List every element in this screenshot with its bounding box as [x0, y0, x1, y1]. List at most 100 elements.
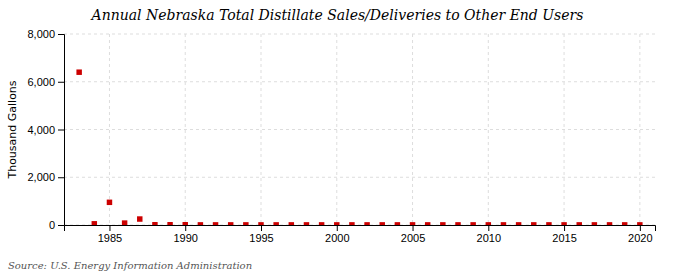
point	[486, 222, 491, 225]
point	[107, 200, 112, 205]
x-tick-mark	[185, 225, 186, 231]
point	[349, 222, 354, 225]
point	[182, 222, 187, 225]
point	[137, 216, 142, 221]
y-axis-line	[58, 35, 65, 226]
point	[607, 222, 612, 225]
grid-line-x	[639, 34, 640, 225]
x-tick-label: 2005	[401, 232, 425, 244]
grid-line-y	[64, 81, 655, 82]
points	[76, 69, 642, 225]
x-tick-label: 1995	[249, 232, 273, 244]
y-axis: 0 2,000 4,000 6,000 8,000	[27, 28, 64, 231]
grid-line-x	[412, 34, 413, 225]
x-tick-label: 1990	[173, 232, 197, 244]
x-axis-line	[65, 226, 656, 232]
x-tick-mark	[109, 225, 110, 231]
point	[213, 222, 218, 225]
x-tick-mark	[488, 225, 489, 231]
point	[440, 222, 445, 225]
x-tick-label: 1985	[98, 232, 122, 244]
point	[92, 221, 97, 225]
grid-line-y	[64, 177, 655, 178]
x-tick-label: 2015	[552, 232, 576, 244]
point	[410, 222, 415, 225]
point	[531, 222, 536, 225]
point	[364, 222, 369, 225]
y-tick-label: 4,000	[27, 124, 55, 136]
point	[243, 222, 248, 225]
grid-line-x	[488, 34, 489, 225]
point	[637, 222, 642, 225]
point	[319, 222, 324, 225]
point	[576, 222, 581, 225]
y-tick: 0	[49, 219, 64, 231]
y-tick-mark	[58, 225, 64, 226]
point	[76, 69, 81, 74]
x-tick-mark	[337, 225, 338, 231]
x-tick: 1985	[98, 225, 122, 244]
y-tick: 4,000	[27, 124, 64, 136]
grid-line-x	[261, 34, 262, 225]
point	[470, 222, 475, 225]
point	[152, 222, 157, 225]
point	[455, 222, 460, 225]
point	[561, 222, 566, 225]
x-tick-label: 2010	[477, 232, 501, 244]
x-tick-mark	[564, 225, 565, 231]
grid-line-x	[336, 34, 337, 225]
x-tick-mark	[640, 225, 641, 231]
y-tick-mark	[58, 130, 64, 131]
x-tick-label: 2020	[628, 232, 652, 244]
x-tick: 2000	[325, 225, 349, 244]
y-tick-label: 0	[49, 219, 55, 231]
grid	[64, 34, 655, 225]
point	[395, 222, 400, 225]
annotation: Source: U.S. Energy Information Administ…	[8, 260, 252, 271]
point	[273, 222, 278, 225]
chart-svg: 1985 1990 1995 2000 2005 2010 2015 2020 0 2,000 4,…	[0, 0, 675, 275]
point	[516, 222, 521, 225]
plot-area: 1985 1990 1995 2000 2005 2010 2015 2020 0 2,000 4,…	[27, 28, 655, 244]
y-tick-mark	[58, 177, 64, 178]
point	[379, 222, 384, 225]
grid-line-y	[64, 129, 655, 130]
x-tick: 2005	[401, 225, 425, 244]
x-axis: 1985 1990 1995 2000 2005 2010 2015 2020	[65, 225, 656, 244]
y-tick: 2,000	[27, 171, 64, 183]
y-tick-label: 2,000	[27, 171, 55, 183]
point	[122, 220, 127, 225]
y-tick-label: 6,000	[27, 76, 55, 88]
point	[501, 222, 506, 225]
point	[622, 222, 627, 225]
x-tick: 1990	[173, 225, 197, 244]
point	[334, 222, 339, 225]
point	[167, 222, 172, 225]
x-tick: 1995	[249, 225, 273, 244]
y-tick: 8,000	[27, 28, 64, 40]
y-tick-label: 8,000	[27, 28, 55, 40]
chart-container: 1985 1990 1995 2000 2005 2010 2015 2020 0 2,000 4,…	[0, 0, 675, 275]
y-tick-mark	[58, 82, 64, 83]
point	[546, 222, 551, 225]
y-tick: 6,000	[27, 76, 64, 88]
point	[592, 222, 597, 225]
point	[258, 222, 263, 225]
grid-line-x	[564, 34, 565, 225]
point	[198, 222, 203, 225]
x-tick-mark	[413, 225, 414, 231]
y-tick-mark	[58, 34, 64, 35]
x-tick: 2015	[552, 225, 576, 244]
grid-line-x	[109, 34, 110, 225]
point	[425, 222, 430, 225]
grid-line-x	[185, 34, 186, 225]
point	[289, 222, 294, 225]
point	[304, 222, 309, 225]
x-tick: 2020	[628, 225, 652, 244]
x-tick-mark	[261, 225, 262, 231]
grid-line-y	[64, 34, 655, 35]
title: Annual Nebraska Total Distillate Sales/D…	[90, 7, 584, 23]
x-tick-label: 2000	[325, 232, 349, 244]
point	[228, 222, 233, 225]
x-tick: 2010	[477, 225, 501, 244]
